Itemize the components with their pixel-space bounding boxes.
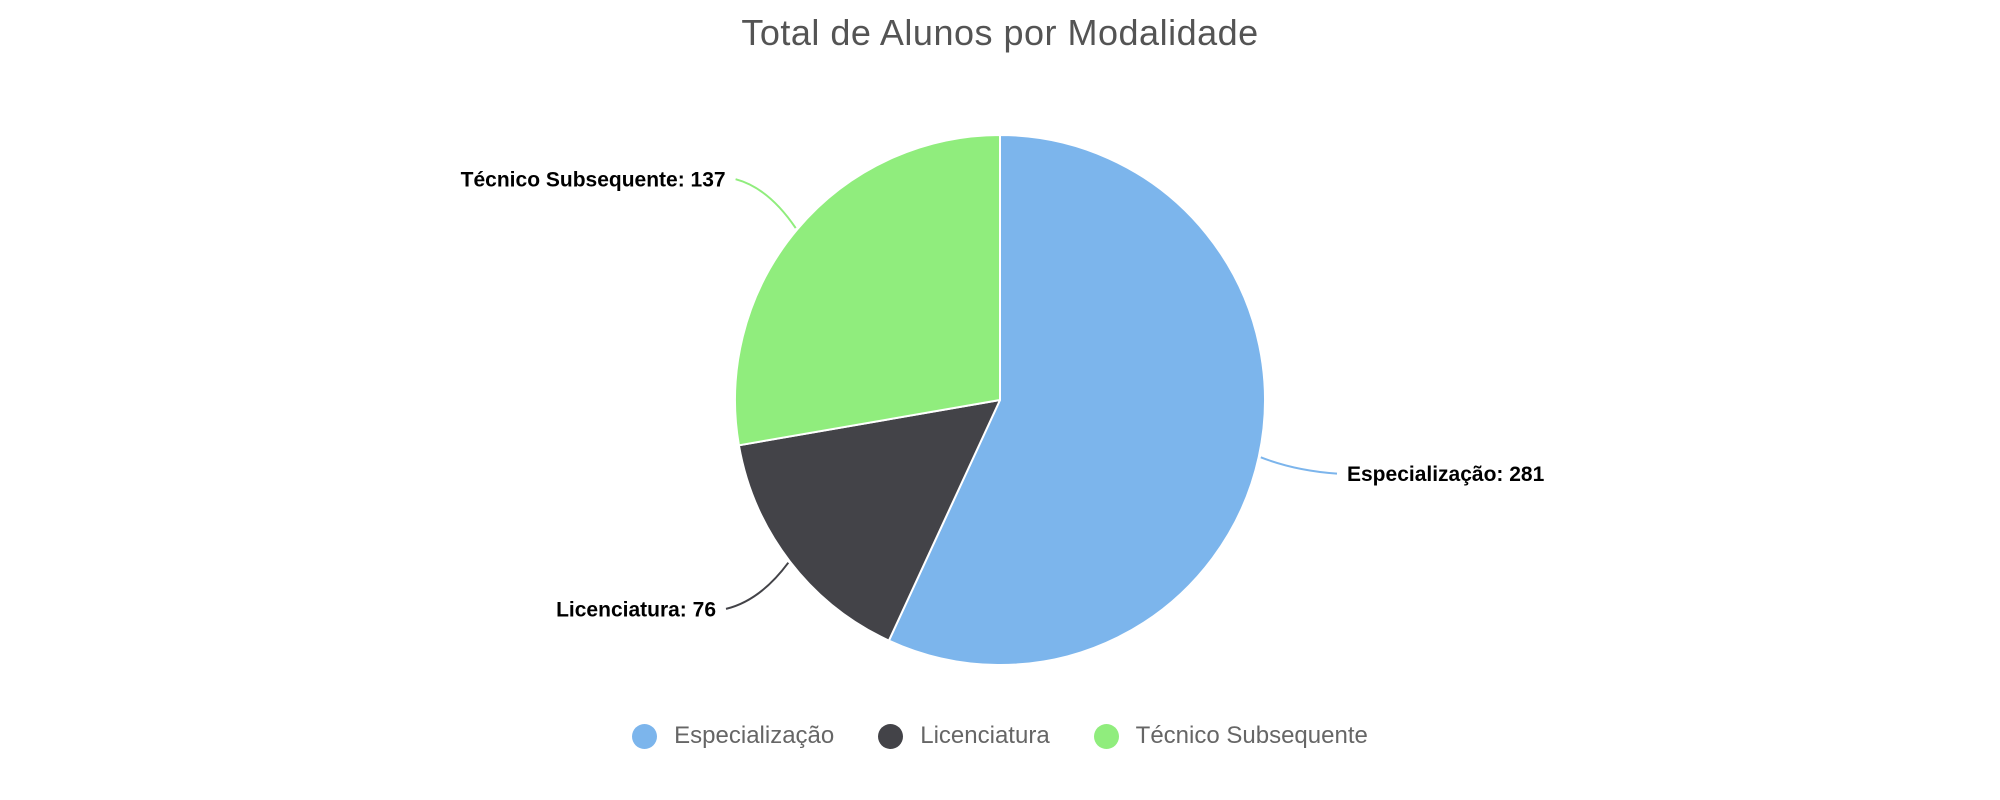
data-label-connector-licenciatura [725,562,790,610]
legend-item-especializacao[interactable]: Especialização [632,722,834,750]
legend-label: Técnico Subsequente [1135,722,1368,749]
legend: Especialização Licenciatura Técnico Subseq… [0,722,2000,750]
data-label-connector-especializacao [1260,456,1338,475]
legend-label: Especialização [674,722,835,749]
chart-title: Total de Alunos por Modalidade [741,12,1259,53]
pie-slice-licenciatura[interactable] [737,399,1001,642]
data-label-connector-tecnico-subsequente [735,178,797,229]
data-label-especializacao: Especialização: 281 [1347,463,1545,486]
data-label-tecnico-subsequente: Técnico Subsequente: 137 [461,169,726,192]
legend-marker-icon [1093,723,1119,749]
legend-item-tecnico-subsequente[interactable]: Técnico Subsequente [1093,722,1368,750]
legend-marker-icon [632,723,658,749]
pie-slice-especializacao[interactable] [887,134,1266,666]
pie-slice-tecnico-subsequente[interactable] [734,134,1001,447]
legend-label: Licenciatura [920,722,1050,749]
data-label-licenciatura: Licenciatura: 76 [556,598,716,621]
legend-item-licenciatura[interactable]: Licenciatura [878,722,1050,750]
legend-marker-icon [878,723,904,749]
